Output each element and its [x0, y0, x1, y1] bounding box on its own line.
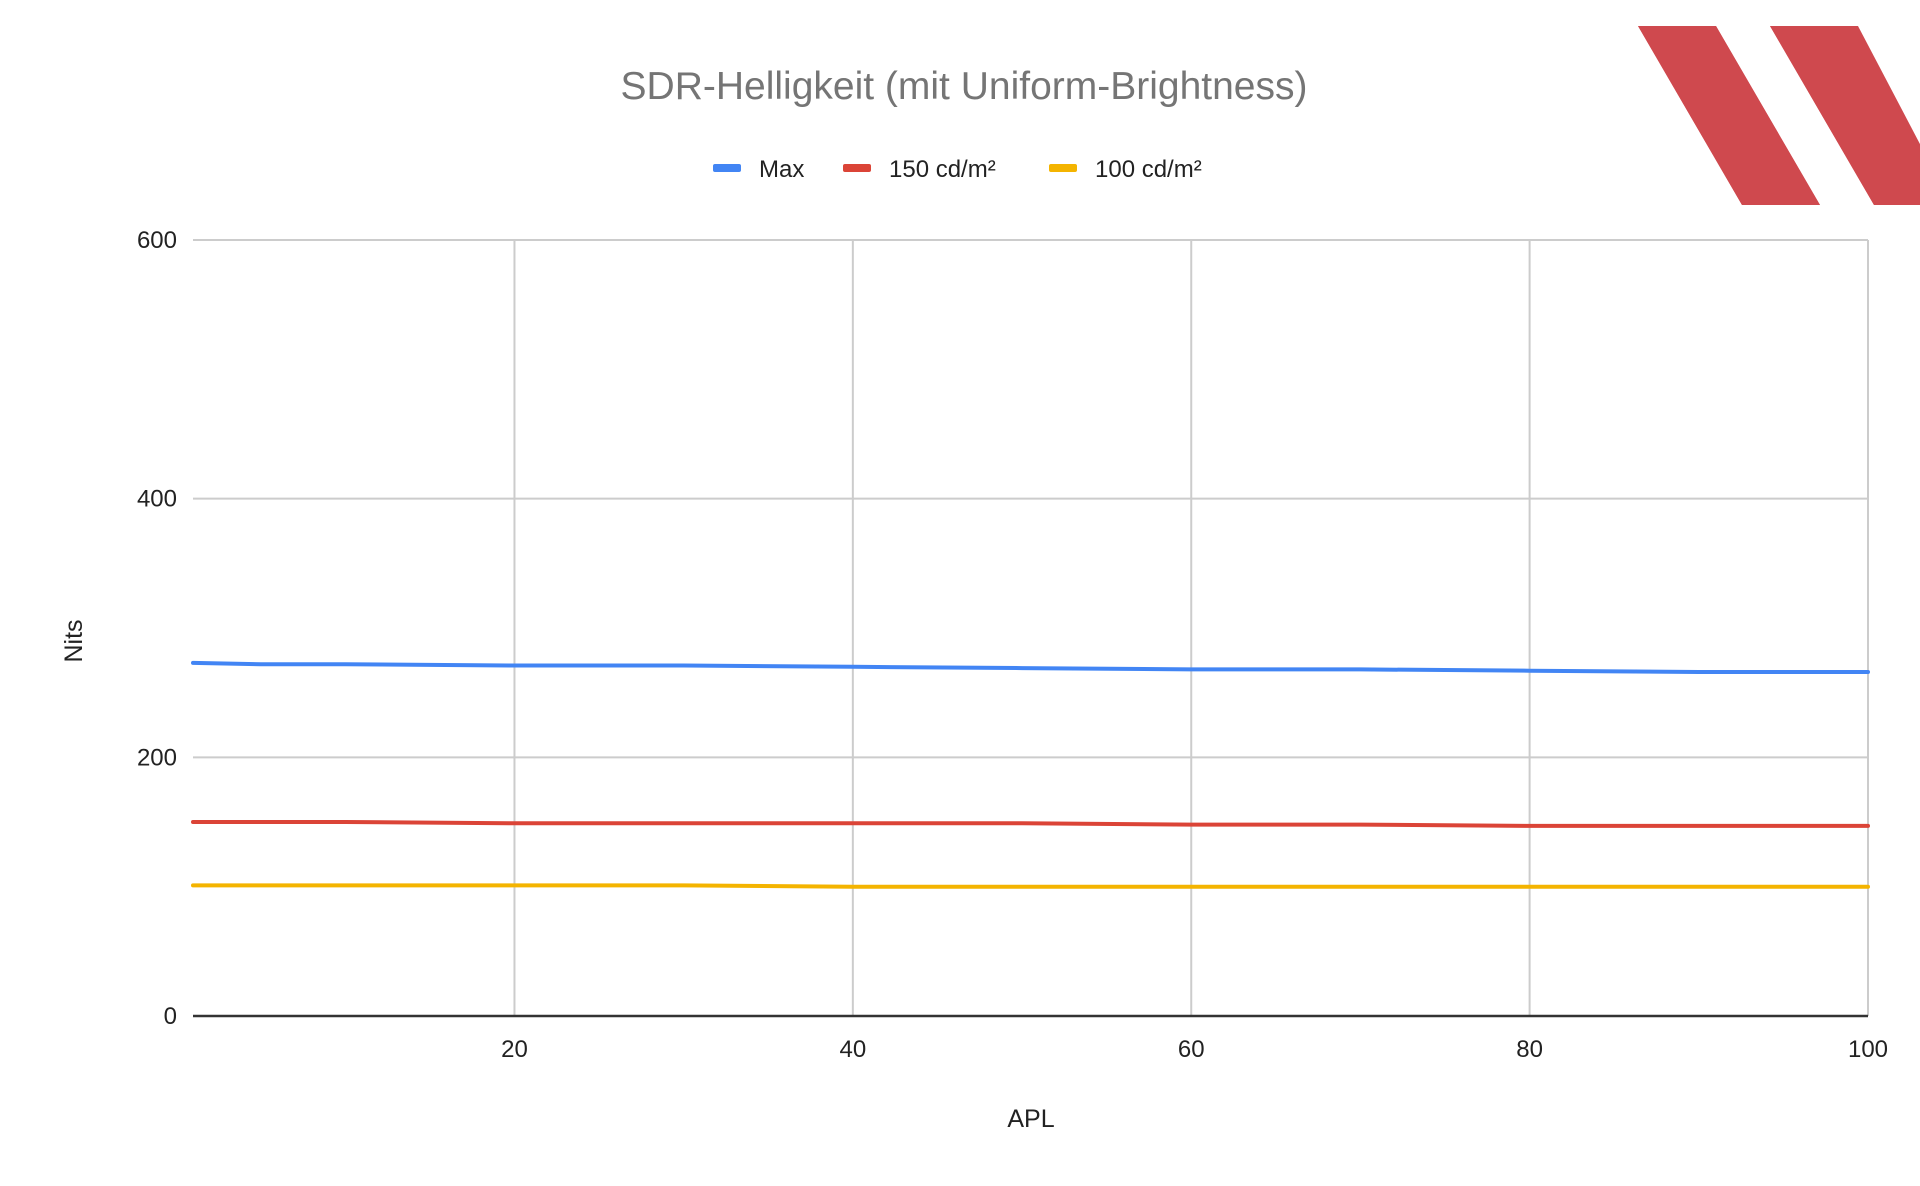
grid [193, 239, 1869, 1016]
x-tick-label: 20 [501, 1036, 528, 1063]
legend-label: Max [759, 156, 804, 183]
xx-logo [1638, 26, 1920, 205]
x-tick-label: 40 [839, 1036, 866, 1063]
x-tick-label: 60 [1178, 1036, 1205, 1063]
y-tick-label: 200 [137, 744, 177, 771]
logo-stroke-2 [1638, 26, 1820, 205]
legend-swatch [713, 164, 741, 172]
y-axis-ticks: 0 200 400 600 [137, 227, 177, 1030]
y-tick-label: 0 [164, 1003, 177, 1030]
y-axis-title: Nits [60, 619, 88, 662]
legend-swatch [1049, 164, 1077, 172]
series-line-0 [191, 660, 1870, 674]
y-tick-label: 400 [137, 486, 177, 513]
series-lines [191, 660, 1870, 889]
x-tick-label: 80 [1516, 1036, 1543, 1063]
chart-title: SDR-Helligkeit (mit Uniform-Brightness) [621, 65, 1308, 108]
x-axis-ticks: 20 40 60 80 100 [501, 1036, 1888, 1063]
series-line-1 [191, 820, 1870, 828]
x-tick-label: 100 [1848, 1036, 1888, 1063]
legend-swatch [843, 164, 871, 172]
legend: Max 150 cd/m² 100 cd/m² [713, 156, 1202, 183]
x-axis-title: APL [1007, 1105, 1054, 1133]
y-tick-label: 600 [137, 227, 177, 254]
legend-label: 150 cd/m² [889, 156, 996, 183]
logo-stroke-4 [1770, 26, 1920, 205]
legend-label: 100 cd/m² [1095, 156, 1202, 183]
series-line-2 [191, 883, 1870, 889]
